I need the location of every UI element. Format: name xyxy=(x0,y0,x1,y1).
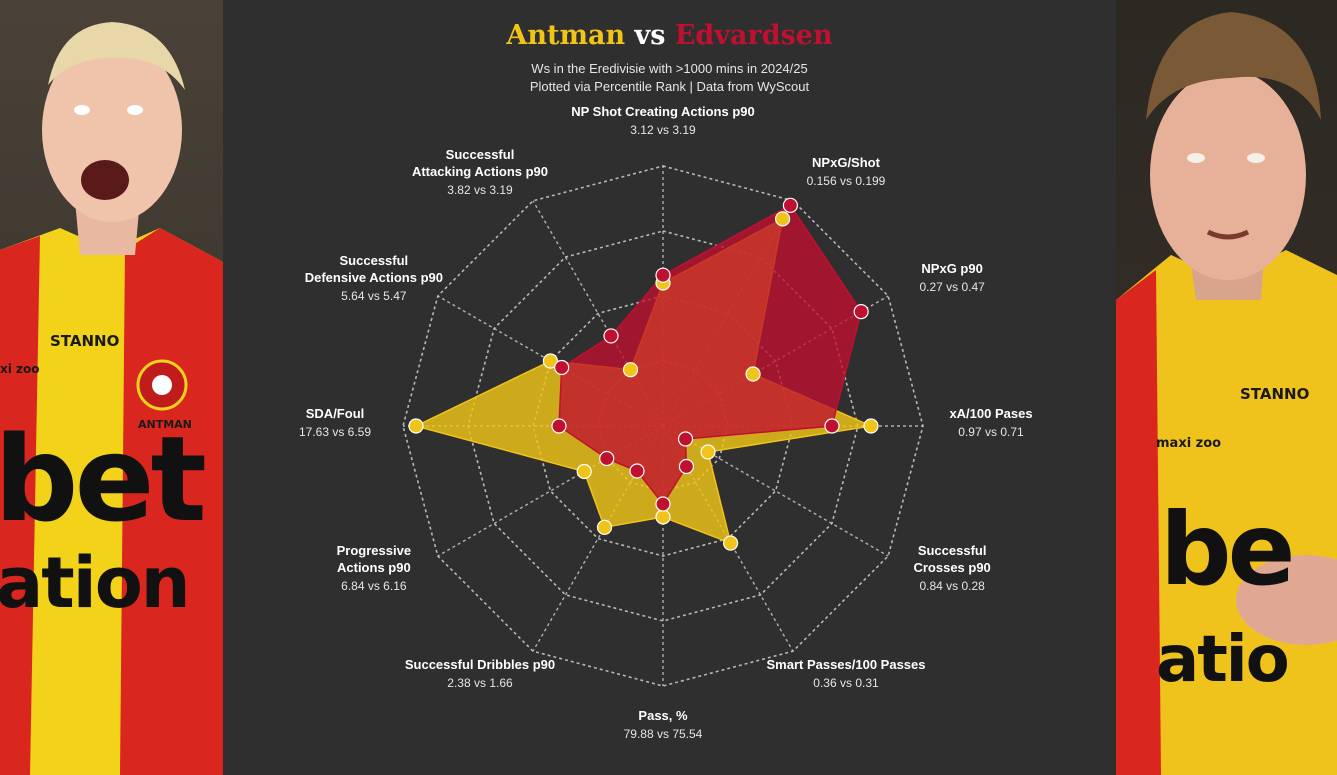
metric-label-11-line2: Defensive Actions p90 xyxy=(305,270,443,285)
data-point-edvardsen-2 xyxy=(782,197,799,213)
player2-sleeve-text: maxi zoo xyxy=(1156,436,1222,451)
metric-values-4: 0.97 vs 0.71 xyxy=(958,425,1024,439)
title-vs: vs xyxy=(634,20,666,51)
metric-values-9: 6.84 vs 6.16 xyxy=(341,579,407,593)
metric-label-8: Successful Dribbles p90 xyxy=(405,657,555,672)
metric-values-7: 79.88 vs 75.54 xyxy=(624,727,703,741)
metric-values-2: 0.156 vs 0.199 xyxy=(807,174,886,188)
data-point-antman-7 xyxy=(655,509,671,525)
player2-shirt-text-2: atio xyxy=(1156,623,1290,697)
data-point-edvardsen-3 xyxy=(853,304,869,320)
chart-subtitle-line1: Ws in the Eredivisie with >1000 mins in … xyxy=(531,61,808,76)
metric-label-10: SDA/Foul xyxy=(306,406,365,421)
metric-values-11: 5.64 vs 5.47 xyxy=(341,289,407,303)
data-point-antman-4 xyxy=(863,418,879,434)
player2-shirt-text-1: be xyxy=(1160,491,1295,608)
metric-values-1: 3.12 vs 3.19 xyxy=(630,123,696,137)
title-player2: Edvardsen xyxy=(674,20,833,51)
metric-label-7: Pass, % xyxy=(638,708,688,723)
data-point-antman-11 xyxy=(542,353,559,369)
player1-kit-sponsor: STANNO xyxy=(50,332,120,350)
data-point-edvardsen-6 xyxy=(678,458,694,475)
data-point-edvardsen-10 xyxy=(551,418,567,434)
data-point-antman-8 xyxy=(596,519,613,535)
data-point-antman-9 xyxy=(576,463,592,480)
metric-values-3: 0.27 vs 0.47 xyxy=(919,280,985,294)
data-point-edvardsen-7 xyxy=(655,496,671,512)
metric-label-3: NPxG p90 xyxy=(921,261,982,276)
player1-shirt-text-1: bet xyxy=(0,410,207,548)
chart-subtitle-line2: Plotted via Percentile Rank | Data from … xyxy=(529,79,810,94)
metric-label-11-line1: Successful xyxy=(340,253,409,268)
metric-values-6: 0.36 vs 0.31 xyxy=(813,676,879,690)
radar-chart: NP Shot Creating Actions p90 3.12 vs 3.19… xyxy=(299,104,1033,741)
radar-areas xyxy=(413,204,874,545)
metric-label-4: xA/100 Pases xyxy=(949,406,1032,421)
data-point-edvardsen-4 xyxy=(824,418,840,434)
data-point-edvardsen-8 xyxy=(629,463,645,479)
data-point-antman-5 xyxy=(700,444,716,460)
data-point-antman-3 xyxy=(745,366,761,382)
data-point-antman-10 xyxy=(408,418,424,434)
data-point-edvardsen-12 xyxy=(603,328,619,344)
data-point-antman-2 xyxy=(774,211,791,227)
data-point-edvardsen-11 xyxy=(554,359,570,376)
player2-photo-art xyxy=(1116,0,1337,775)
data-point-edvardsen-9 xyxy=(599,450,615,467)
metric-label-1: NP Shot Creating Actions p90 xyxy=(571,104,754,119)
metric-values-5: 0.84 vs 0.28 xyxy=(919,579,985,593)
metric-values-12: 3.82 vs 3.19 xyxy=(447,183,513,197)
metric-label-5-line1: Successful xyxy=(918,543,987,558)
player1-photo: STANNO xi zoo ANTMAN bet ation xyxy=(0,0,223,775)
chart-title: Antman vs Edvardsen xyxy=(223,20,1116,51)
player2-photo: STANNO maxi zoo be atio xyxy=(1116,0,1337,775)
player1-shirt-text-2: ation xyxy=(0,542,191,624)
metric-label-5-line2: Crosses p90 xyxy=(913,560,990,575)
metric-label-12-line1: Successful xyxy=(446,147,515,162)
metric-label-9-line2: Actions p90 xyxy=(337,560,411,575)
chart-panel: Antman vs Edvardsen Ws in the Eredivisie… xyxy=(223,0,1116,775)
metric-label-9-line1: Progressive xyxy=(337,543,411,558)
player2-kit-sponsor: STANNO xyxy=(1240,385,1310,403)
data-point-edvardsen-5 xyxy=(677,431,694,447)
metric-values-10: 17.63 vs 6.59 xyxy=(299,425,371,439)
metric-label-6: Smart Passes/100 Passes xyxy=(766,657,925,672)
metric-values-8: 2.38 vs 1.66 xyxy=(447,676,513,690)
data-point-antman-12 xyxy=(622,362,639,378)
title-player1: Antman xyxy=(506,20,626,51)
grid-ring-4 xyxy=(402,165,924,687)
player1-sleeve-text: xi zoo xyxy=(0,362,40,376)
metric-label-12-line2: Attacking Actions p90 xyxy=(412,164,548,179)
data-point-antman-6 xyxy=(723,535,739,551)
radar-points xyxy=(408,197,879,551)
data-point-edvardsen-1 xyxy=(655,267,671,283)
radar-labels: NP Shot Creating Actions p90 3.12 vs 3.19… xyxy=(299,104,1033,741)
player1-photo-art xyxy=(0,0,223,775)
metric-label-2: NPxG/Shot xyxy=(812,155,881,170)
player1-shirt-name: ANTMAN xyxy=(138,418,192,431)
